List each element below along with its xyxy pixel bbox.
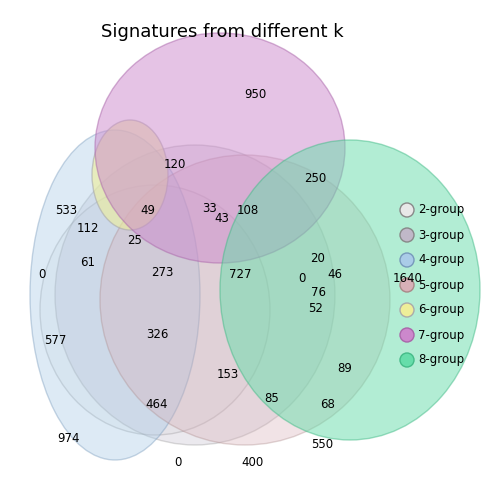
Ellipse shape (100, 155, 390, 445)
Text: 153: 153 (217, 368, 239, 382)
Text: 6-group: 6-group (418, 303, 464, 317)
Text: 4-group: 4-group (418, 254, 464, 267)
Text: 108: 108 (237, 204, 259, 217)
Text: 33: 33 (203, 202, 217, 215)
Text: 533: 533 (55, 204, 77, 217)
Circle shape (400, 203, 414, 217)
Text: 85: 85 (265, 392, 279, 405)
Text: 464: 464 (146, 399, 168, 411)
Text: 250: 250 (304, 171, 326, 184)
Text: 974: 974 (57, 431, 79, 445)
Text: 1640: 1640 (393, 272, 423, 284)
Circle shape (400, 228, 414, 242)
Circle shape (400, 303, 414, 317)
Text: 577: 577 (44, 334, 66, 347)
Ellipse shape (55, 145, 335, 445)
Text: Signatures from different k: Signatures from different k (101, 23, 343, 41)
Text: 46: 46 (328, 269, 343, 282)
Circle shape (400, 353, 414, 367)
Text: 49: 49 (141, 204, 156, 217)
Ellipse shape (95, 33, 345, 263)
Text: 8-group: 8-group (418, 353, 464, 366)
Ellipse shape (30, 130, 200, 460)
Text: 7-group: 7-group (418, 329, 464, 342)
Text: 43: 43 (215, 212, 229, 224)
Text: 950: 950 (244, 89, 266, 101)
Circle shape (400, 253, 414, 267)
Text: 120: 120 (164, 158, 186, 171)
Text: 20: 20 (310, 251, 326, 265)
Text: 52: 52 (308, 301, 324, 314)
Text: 0: 0 (174, 456, 181, 469)
Ellipse shape (220, 140, 480, 440)
Text: 76: 76 (310, 285, 326, 298)
Text: 25: 25 (128, 233, 143, 246)
Text: 273: 273 (151, 266, 173, 279)
Ellipse shape (40, 185, 270, 435)
Text: 61: 61 (81, 256, 95, 269)
Text: 400: 400 (241, 456, 263, 469)
Text: 3-group: 3-group (418, 228, 464, 241)
Text: 550: 550 (311, 438, 333, 452)
Text: 326: 326 (146, 329, 168, 342)
Text: 112: 112 (77, 221, 99, 234)
Text: 2-group: 2-group (418, 204, 464, 217)
Text: 0: 0 (38, 269, 46, 282)
Circle shape (400, 328, 414, 342)
Text: 89: 89 (338, 361, 352, 374)
Text: 68: 68 (321, 399, 336, 411)
Text: 727: 727 (229, 269, 251, 282)
Text: 0: 0 (298, 272, 306, 284)
Ellipse shape (92, 120, 168, 230)
Circle shape (400, 278, 414, 292)
Text: 5-group: 5-group (418, 279, 464, 291)
